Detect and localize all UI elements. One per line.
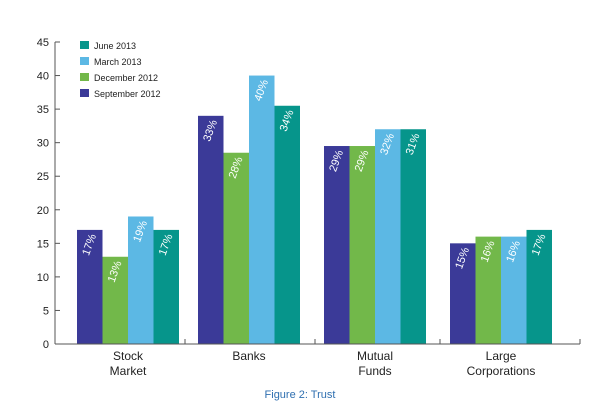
bar — [526, 229, 552, 344]
legend-label: March 2013 — [94, 57, 142, 67]
y-axis: 0 5 10 15 20 25 30 35 40 45 — [37, 37, 60, 351]
legend-swatch — [80, 89, 89, 97]
x-category-label: Market — [110, 364, 147, 378]
y-tick-label: 15 — [37, 238, 49, 250]
x-category-label: Mutual — [357, 349, 393, 363]
legend-label: June 2013 — [94, 41, 136, 51]
x-category-label: Funds — [358, 364, 391, 378]
y-tick-label: 35 — [37, 104, 49, 116]
bar — [501, 236, 527, 344]
bar — [128, 216, 154, 344]
bar — [375, 129, 401, 344]
x-category-label: Stock — [113, 349, 144, 363]
bar — [274, 105, 300, 344]
bar — [249, 75, 275, 345]
y-tick-label: 30 — [37, 138, 49, 150]
legend-label: December 2012 — [94, 73, 158, 83]
figure-caption: Figure 2: Trust — [265, 389, 336, 401]
bar — [153, 229, 179, 344]
bar — [450, 243, 476, 344]
y-tick-label: 10 — [37, 272, 49, 284]
y-tick-label: 20 — [37, 205, 49, 217]
bar — [77, 229, 103, 344]
y-tick-label: 0 — [43, 339, 49, 351]
y-tick-label: 45 — [37, 37, 49, 49]
bars — [77, 75, 552, 345]
bar — [400, 129, 426, 344]
x-category-label: Banks — [232, 349, 265, 363]
legend: June 2013 March 2013 December 2012 Septembe… — [80, 41, 161, 99]
bar — [324, 146, 350, 344]
y-tick-label: 25 — [37, 171, 49, 183]
legend-label: September 2012 — [94, 89, 161, 99]
legend-swatch — [80, 41, 89, 49]
bar — [102, 256, 128, 344]
x-category-label: Large — [486, 349, 517, 363]
bar — [223, 152, 249, 344]
bar — [349, 146, 375, 344]
y-tick-label: 40 — [37, 71, 49, 83]
x-category-label: Corporations — [467, 364, 536, 378]
bar — [198, 115, 224, 344]
bar — [475, 236, 501, 344]
y-tick-label: 5 — [43, 305, 49, 317]
legend-swatch — [80, 57, 89, 65]
legend-swatch — [80, 73, 89, 81]
